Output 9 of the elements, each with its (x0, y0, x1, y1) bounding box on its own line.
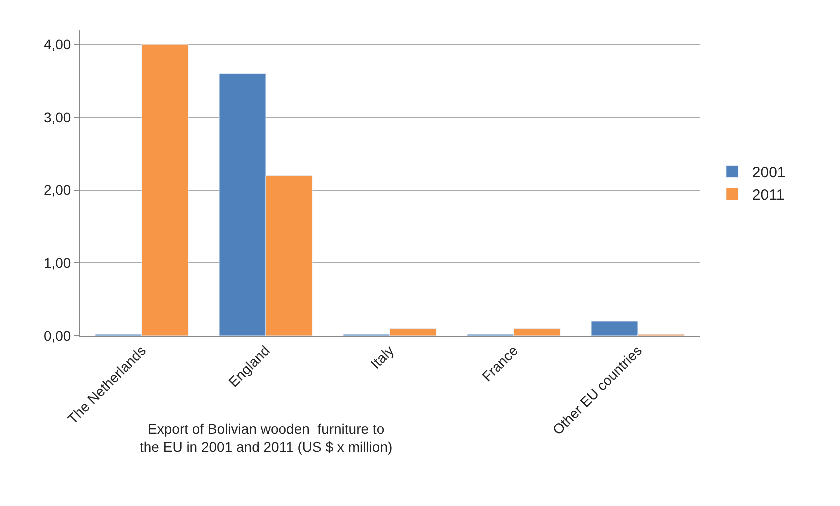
legend-label: 2001 (752, 164, 786, 182)
text: Export of Bolivian wooden furniture to the EU in 2001 and 2011 (US $ x million) (140, 421, 393, 456)
y-tick-label: 3,00 (44, 109, 72, 126)
y-tick-label: 0,00 (44, 328, 72, 344)
y-tick-label: 4,00 (44, 36, 72, 52)
x-tick-label: Italy (368, 342, 398, 372)
legend-label: 2011 (752, 187, 785, 204)
y-tick-label: 2,00 (44, 182, 72, 198)
y-tick-label: 1,00 (44, 255, 72, 272)
